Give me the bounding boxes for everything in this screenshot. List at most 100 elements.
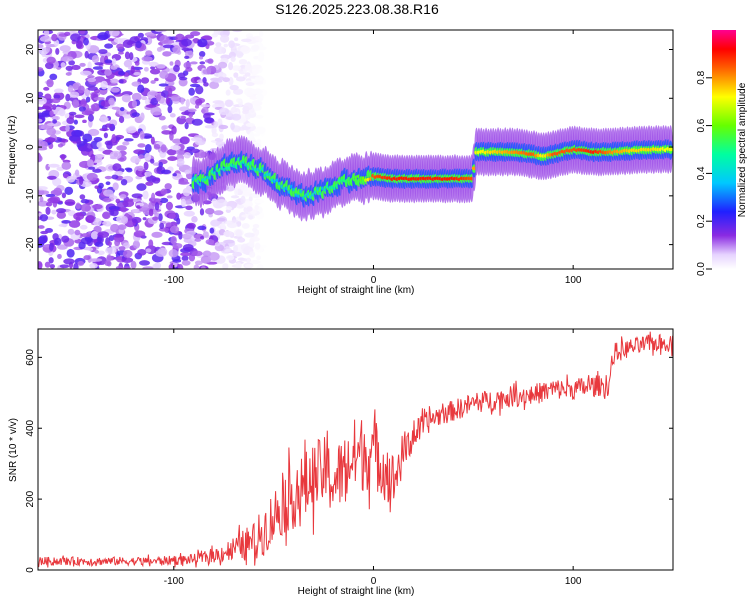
noise-cell [189, 61, 198, 65]
noise-cell [133, 149, 145, 155]
noise-cell [90, 231, 99, 240]
noise-cell [98, 49, 108, 55]
noise-cell [93, 97, 105, 101]
noise-cell [76, 138, 82, 145]
noise-cell [48, 257, 54, 264]
noise-cell [121, 257, 134, 263]
noise-cell [132, 208, 139, 213]
noise-cell [99, 128, 109, 132]
noise-cell [203, 117, 214, 124]
colorbar-tick: 0.6 [696, 118, 707, 132]
noise-cell [152, 177, 161, 184]
noise-cell [74, 169, 80, 177]
noise-cell [85, 96, 91, 103]
noise-cell [59, 45, 71, 52]
noise-cell [144, 135, 153, 139]
snr-y-tick: 400 [25, 419, 36, 436]
noise-cell [209, 81, 220, 90]
noise-cell [150, 97, 159, 106]
noise-cell [80, 98, 87, 108]
noise-cell [254, 204, 259, 211]
noise-cell [159, 197, 169, 204]
noise-cell [104, 59, 113, 64]
noise-cell [102, 189, 114, 197]
noise-cell [81, 110, 94, 116]
noise-cell [204, 124, 216, 129]
noise-cell [150, 158, 155, 164]
noise-cell [197, 225, 207, 231]
noise-cell [199, 208, 205, 216]
noise-cell [148, 208, 154, 217]
noise-cell [152, 216, 159, 221]
noise-cell [89, 262, 98, 269]
noise-cell [83, 142, 94, 152]
colorbar-tick: 0.4 [696, 166, 707, 180]
ridge-cell [668, 147, 673, 152]
noise-cell [118, 116, 125, 124]
noise-cell [57, 253, 62, 260]
noise-cell [176, 217, 181, 225]
noise-cell [73, 263, 79, 269]
noise-cell [231, 219, 239, 223]
noise-cell [214, 242, 221, 247]
noise-cell [123, 59, 133, 68]
noise-cell [224, 249, 231, 253]
noise-cell [45, 44, 51, 53]
noise-cell [169, 113, 176, 118]
noise-cell [150, 136, 155, 145]
noise-cell [138, 260, 151, 266]
noise-cell [252, 104, 262, 111]
noise-cell [246, 206, 253, 212]
noise-cell [115, 266, 123, 269]
noise-cell [183, 152, 191, 159]
noise-cell [38, 44, 44, 49]
noise-cell [104, 43, 114, 49]
noise-cell [106, 141, 113, 150]
noise-cell [61, 192, 67, 199]
noise-cell [69, 91, 80, 99]
noise-cell [249, 259, 261, 265]
noise-cell [67, 228, 75, 235]
noise-cell [40, 230, 49, 235]
noise-cell [38, 235, 48, 244]
noise-cell [78, 105, 87, 112]
noise-cell [195, 85, 204, 95]
noise-cell [231, 30, 243, 33]
spectrogram-y-tick: 10 [25, 92, 36, 104]
noise-cell [177, 263, 184, 269]
noise-cell [168, 81, 175, 86]
noise-cell [243, 102, 253, 111]
noise-cell [168, 213, 176, 219]
noise-cell [189, 148, 200, 154]
colorbar-gradient [712, 30, 736, 269]
noise-cell [114, 170, 124, 176]
noise-cell [158, 161, 163, 168]
noise-cell [231, 113, 242, 121]
noise-cell [209, 227, 215, 234]
noise-cell [180, 97, 185, 105]
noise-cell [67, 85, 74, 93]
noise-cell [122, 249, 133, 258]
noise-cell [223, 43, 229, 48]
noise-cell [200, 104, 211, 108]
snr-y-tick: 200 [25, 490, 36, 507]
noise-cell [46, 78, 54, 88]
noise-cell [104, 69, 112, 76]
noise-cell [168, 87, 173, 96]
noise-cell [249, 251, 256, 258]
noise-cell [219, 34, 230, 43]
noise-cell [259, 203, 268, 208]
noise-cell [156, 94, 161, 102]
noise-cell [172, 259, 182, 263]
noise-cell [46, 175, 57, 180]
noise-cell [244, 63, 253, 72]
noise-cell [61, 138, 69, 143]
noise-cell [122, 39, 134, 48]
noise-cell [137, 84, 145, 93]
noise-cell [75, 202, 81, 210]
noise-cell [39, 196, 44, 203]
noise-cell [61, 235, 70, 243]
noise-cell [142, 266, 155, 269]
noise-cell [44, 62, 54, 70]
